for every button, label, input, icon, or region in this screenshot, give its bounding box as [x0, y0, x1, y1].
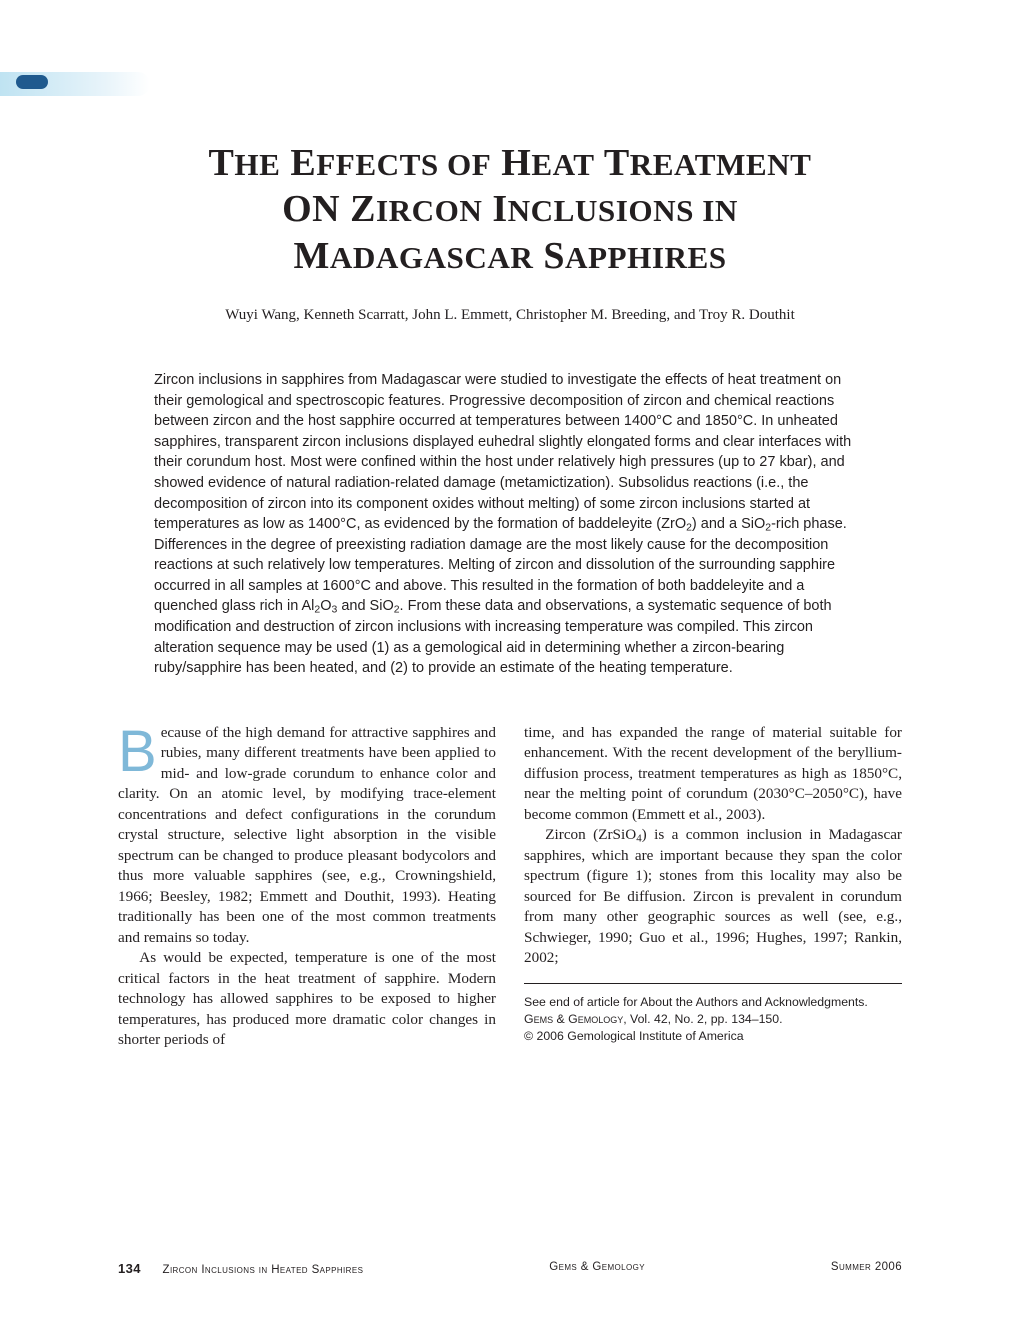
- body-para-3: time, and has expanded the range of mate…: [524, 723, 902, 826]
- column-left: Because of the high demand for attractiv…: [118, 723, 496, 1051]
- page-footer: 134 Zircon Inclusions in Heated Sapphire…: [118, 1261, 902, 1276]
- body-para-1: Because of the high demand for attractiv…: [118, 723, 496, 949]
- footnote-line-2: Gems & Gemology, Vol. 42, No. 2, pp. 134…: [524, 1011, 902, 1028]
- running-head-right: Summer 2006: [831, 1261, 902, 1276]
- footnote-line-1: See end of article for About the Authors…: [524, 994, 902, 1011]
- author-list: Wuyi Wang, Kenneth Scarratt, John L. Emm…: [118, 307, 902, 324]
- column-right: time, and has expanded the range of mate…: [524, 723, 902, 1051]
- footnote-block: See end of article for About the Authors…: [524, 994, 902, 1046]
- running-head-center: Gems & Gemology: [549, 1261, 645, 1276]
- body-para-4: Zircon (ZrSiO4) is a common inclusion in…: [524, 825, 902, 969]
- body-para-2: As would be expected, temperature is one…: [118, 948, 496, 1051]
- footer-left: 134 Zircon Inclusions in Heated Sapphire…: [118, 1261, 363, 1276]
- body-para-1-text: ecause of the high demand for attractive…: [118, 724, 496, 946]
- page-number: 134: [118, 1261, 141, 1276]
- article-title: THE EFFECTS OF HEAT TREATMENTON ZIRCON I…: [118, 140, 902, 279]
- running-head-left: Zircon Inclusions in Heated Sapphires: [163, 1264, 364, 1276]
- dropcap-letter: B: [118, 723, 161, 776]
- page-content: THE EFFECTS OF HEAT TREATMENTON ZIRCON I…: [0, 0, 1020, 1320]
- footnote-line-3: © 2006 Gemological Institute of America: [524, 1028, 902, 1045]
- footnote-separator: [524, 983, 902, 984]
- body-columns: Because of the high demand for attractiv…: [118, 723, 902, 1051]
- abstract-text: Zircon inclusions in sapphires from Mada…: [154, 370, 866, 679]
